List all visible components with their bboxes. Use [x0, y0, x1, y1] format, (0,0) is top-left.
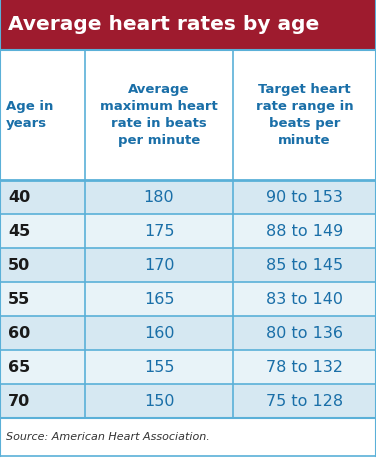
Bar — [0, 0, 376, 50]
Bar — [0, 180, 376, 214]
Text: 155: 155 — [144, 359, 174, 374]
Text: 165: 165 — [144, 292, 174, 306]
Text: 80 to 136: 80 to 136 — [266, 326, 343, 340]
Bar — [0, 350, 376, 384]
Text: 40: 40 — [8, 190, 30, 205]
Text: 83 to 140: 83 to 140 — [266, 292, 343, 306]
Text: 180: 180 — [144, 190, 174, 205]
Text: 60: 60 — [8, 326, 30, 340]
Text: Average
maximum heart
rate in beats
per minute: Average maximum heart rate in beats per … — [100, 83, 218, 147]
Bar — [0, 316, 376, 350]
Text: 65: 65 — [8, 359, 30, 374]
Text: 88 to 149: 88 to 149 — [266, 224, 343, 239]
Text: 50: 50 — [8, 258, 30, 272]
Text: Source: American Heart Association.: Source: American Heart Association. — [6, 432, 210, 442]
Text: 45: 45 — [8, 224, 30, 239]
Text: 75 to 128: 75 to 128 — [266, 393, 343, 408]
Text: Target heart
rate range in
beats per
minute: Target heart rate range in beats per min… — [256, 83, 353, 147]
Bar — [0, 50, 376, 180]
Text: 90 to 153: 90 to 153 — [266, 190, 343, 205]
Text: 78 to 132: 78 to 132 — [266, 359, 343, 374]
Text: 85 to 145: 85 to 145 — [266, 258, 343, 272]
Bar — [0, 248, 376, 282]
Text: 175: 175 — [144, 224, 174, 239]
Text: 160: 160 — [144, 326, 174, 340]
Bar — [0, 418, 376, 456]
Text: 170: 170 — [144, 258, 174, 272]
Text: 55: 55 — [8, 292, 30, 306]
Text: Average heart rates by age: Average heart rates by age — [8, 15, 319, 34]
Bar — [0, 214, 376, 248]
Text: 70: 70 — [8, 393, 30, 408]
Text: Age in
years: Age in years — [6, 100, 53, 130]
Text: 150: 150 — [144, 393, 174, 408]
Bar — [0, 282, 376, 316]
Bar — [0, 384, 376, 418]
